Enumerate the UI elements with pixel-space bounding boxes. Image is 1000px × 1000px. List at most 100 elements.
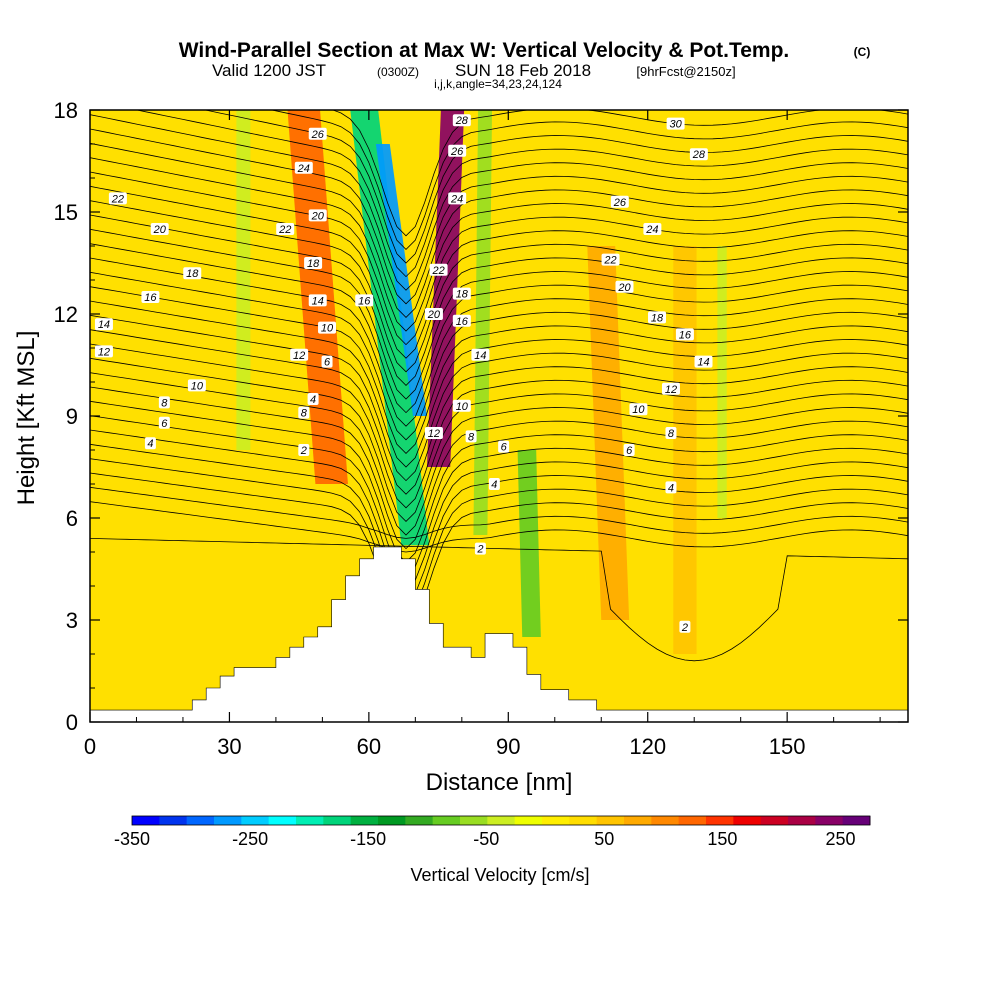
contour-label-box [452, 314, 471, 327]
theta-contour-label: 18 [648, 311, 667, 324]
colorbar-swatch [596, 816, 625, 825]
contour-label-box [665, 481, 677, 494]
contour-label-text: 6 [161, 418, 168, 430]
theta-contour-line [90, 486, 908, 539]
x-axis: 0 30 60 90 120 150 [84, 110, 881, 759]
theta-contour-line [90, 314, 908, 482]
theta-contour-line [90, 501, 908, 553]
contour-label-box [158, 416, 170, 429]
theta-contour-label: 22 [429, 263, 448, 277]
contour-label-text: 18 [186, 268, 199, 280]
colorbar-swatch [186, 816, 215, 825]
theta-contour-label: 28 [452, 114, 471, 127]
contour-label-text: 24 [297, 163, 310, 175]
contour-label-text: 12 [98, 346, 110, 358]
y-axis-label: Height [Kft MSL] [13, 331, 40, 506]
colorbar: -350 -250 -150 -50 50 150 250 [114, 815, 871, 849]
y-tick-label: 0 [66, 710, 78, 735]
contour-label-box [601, 253, 620, 266]
colorbar-tick-label: 50 [594, 829, 614, 849]
theta-contour-line [90, 114, 908, 291]
colorbar-tick-label: -150 [350, 829, 386, 849]
contour-label-box [675, 328, 694, 341]
contour-label-text: 16 [358, 295, 371, 307]
theta-contour-label: 22 [276, 223, 295, 236]
velocity-band [236, 110, 251, 450]
theta-contour-line [90, 372, 908, 536]
contour-label-text: 16 [679, 329, 692, 341]
theta-contour-label: 8 [665, 427, 677, 440]
theta-contour-line [134, 110, 908, 278]
contour-label-text: 30 [669, 119, 682, 131]
contour-label-text: 10 [191, 380, 204, 392]
colorbar-label: Vertical Velocity [cm/s] [410, 865, 589, 885]
colorbar-swatch [678, 816, 707, 825]
chart-title: Wind-Parallel Section at Max W: Vertical… [179, 39, 790, 62]
velocity-band [517, 450, 541, 637]
theta-contour-label: 20 [424, 308, 443, 321]
contour-label-box [448, 192, 467, 205]
theta-contour-label: 24 [448, 192, 467, 205]
theta-contour-line [90, 128, 908, 305]
theta-contour-label: 12 [661, 382, 680, 396]
valid-time: Valid 1200 JST [212, 61, 326, 80]
contour-label-text: 2 [300, 445, 307, 457]
valid-utc: (0300Z) [377, 65, 419, 79]
contour-label-text: 12 [665, 384, 677, 396]
contour-label-box [308, 209, 327, 222]
y-axis: 0 3 6 9 12 15 18 [54, 98, 908, 735]
contour-label-box [448, 144, 467, 157]
contour-label-text: 18 [456, 289, 469, 301]
contour-label-box [488, 478, 500, 490]
theta-contour-label: 10 [452, 399, 471, 413]
contour-label-text: 20 [427, 309, 441, 321]
contour-label-text: 8 [161, 397, 168, 409]
contour-label-box [321, 355, 333, 368]
theta-contour-label: 28 [689, 148, 708, 161]
theta-contour-line [90, 357, 908, 522]
theta-contour-label: 12 [290, 348, 309, 362]
theta-contour-label: 14 [471, 348, 490, 362]
colorbar-tick-label: 150 [707, 829, 737, 849]
colorbar-tick-label: -250 [232, 829, 268, 849]
contour-label-text: 20 [311, 210, 325, 222]
theta-contour-label: 16 [452, 314, 471, 328]
contour-label-text: 6 [626, 445, 633, 457]
contour-label-text: 10 [456, 401, 469, 413]
contour-label-text: 18 [651, 312, 664, 324]
contour-label-text: 24 [450, 193, 463, 205]
contour-label-text: 4 [668, 482, 674, 494]
colorbar-swatch [733, 816, 762, 825]
contour-label-text: 22 [111, 193, 124, 205]
y-tick-label: 18 [54, 98, 78, 123]
valid-date: SUN 18 Feb 2018 [455, 61, 591, 80]
theta-contour-line [90, 415, 908, 577]
contour-label-text: 12 [428, 428, 440, 440]
contour-label-box [308, 294, 327, 307]
velocity-band [375, 144, 427, 416]
theta-contour-label: 14 [308, 294, 327, 307]
theta-contour-line [269, 110, 908, 250]
contour-label-text: 4 [147, 438, 153, 450]
colorbar-swatch [788, 816, 816, 825]
colorbar-swatch [460, 816, 488, 825]
theta-contour-label: 2 [474, 542, 486, 556]
theta-contour-label: 18 [304, 257, 323, 270]
contour-label-text: 2 [476, 544, 483, 556]
plot-background [90, 110, 908, 722]
theta-contour-line [90, 286, 908, 454]
theta-contour-line [90, 185, 908, 359]
contour-label-box [643, 223, 662, 235]
colorbar-swatch [132, 816, 160, 825]
theta-contour-line [90, 300, 908, 468]
colorbar-swatch [432, 816, 461, 825]
velocity-band [673, 246, 697, 654]
theta-contour-label: 26 [610, 195, 629, 209]
theta-contour-label: 16 [141, 291, 160, 304]
contour-label-box [424, 427, 443, 439]
contour-label-box [623, 444, 635, 456]
contour-label-box [158, 396, 170, 409]
x-tick-label: 60 [357, 734, 381, 759]
contour-label-box [629, 403, 648, 416]
theta-contour-label: 2 [298, 444, 310, 457]
